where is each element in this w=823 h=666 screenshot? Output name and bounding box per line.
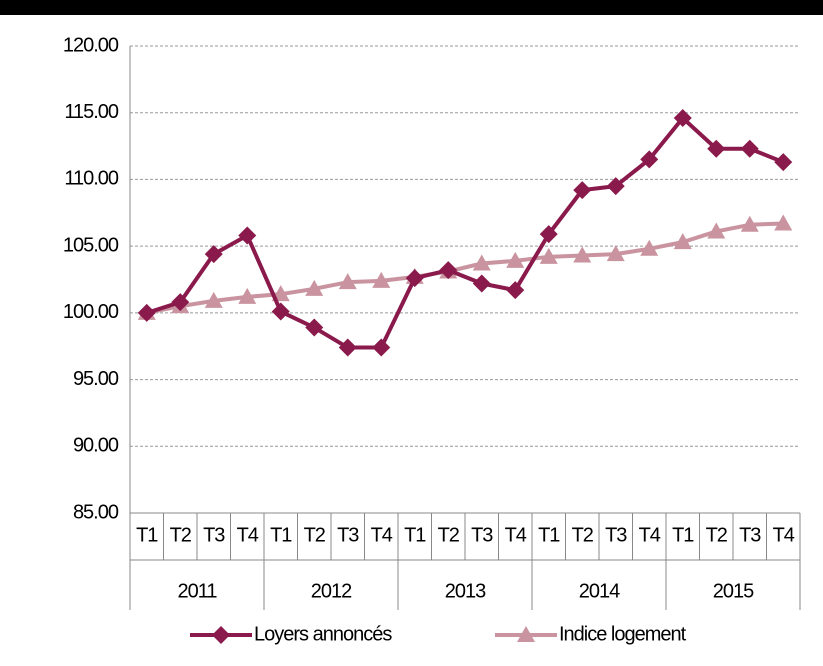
- point: [271, 302, 290, 321]
- legend-label: Loyers annoncés: [254, 623, 392, 645]
- point: [573, 246, 592, 263]
- x-tick-label: T2: [706, 524, 728, 546]
- point: [305, 318, 324, 337]
- point: [305, 279, 324, 296]
- x-tick-label: T2: [572, 524, 594, 546]
- point: [707, 222, 726, 239]
- x-tick-label: T4: [639, 524, 661, 546]
- point: [472, 254, 491, 271]
- point: [740, 139, 759, 158]
- group-label: 2011: [177, 580, 217, 602]
- y-tick-label: 95.00: [73, 368, 119, 390]
- y-tick-label: 110.00: [64, 168, 119, 190]
- x-tick-label: T2: [438, 524, 460, 546]
- series-line: [146, 116, 784, 350]
- x-tick-label: T3: [605, 524, 627, 546]
- x-tick-label: T1: [270, 524, 292, 546]
- legend-label: Indice logement: [559, 623, 687, 645]
- point: [707, 139, 726, 158]
- point: [606, 177, 625, 196]
- y-tick-label: 100.00: [63, 301, 119, 323]
- legend-marker: [517, 626, 535, 642]
- legend-marker: [212, 626, 230, 644]
- point: [439, 261, 458, 280]
- point: [539, 247, 558, 264]
- point: [204, 245, 223, 264]
- y-tick-label: 105.00: [63, 234, 119, 256]
- point: [137, 303, 156, 322]
- point: [372, 338, 391, 357]
- point: [539, 225, 558, 244]
- x-tick-label: T1: [404, 524, 426, 546]
- point: [506, 251, 525, 268]
- x-tick-label: T1: [672, 524, 694, 546]
- point: [171, 293, 190, 312]
- y-tick-label: 115.00: [64, 101, 119, 123]
- y-tick-label: 120.00: [63, 34, 119, 56]
- point: [405, 269, 424, 288]
- point: [204, 291, 223, 308]
- point: [673, 233, 692, 250]
- x-tick-label: T3: [739, 524, 761, 546]
- point: [506, 281, 525, 300]
- point: [573, 181, 592, 200]
- x-tick-label: T1: [538, 524, 560, 546]
- point: [774, 214, 793, 231]
- x-tick-label: T1: [136, 524, 158, 546]
- group-label: 2015: [713, 580, 754, 602]
- point: [774, 153, 793, 172]
- point: [472, 274, 491, 293]
- y-tick-label: 90.00: [73, 435, 119, 457]
- x-tick-label: T4: [505, 524, 527, 546]
- point: [673, 109, 692, 128]
- point: [640, 150, 659, 169]
- group-label: 2013: [445, 580, 486, 602]
- x-tick-label: T4: [773, 524, 795, 546]
- point: [740, 215, 759, 232]
- x-tick-label: T2: [170, 524, 192, 546]
- point: [338, 338, 357, 357]
- point: [640, 239, 659, 256]
- x-tick-label: T3: [337, 524, 359, 546]
- top-bar: [0, 0, 823, 15]
- point: [238, 287, 257, 304]
- x-tick-label: T3: [203, 524, 225, 546]
- point: [338, 273, 357, 290]
- point: [372, 271, 391, 288]
- x-tick-label: T3: [471, 524, 493, 546]
- x-tick-label: T4: [371, 524, 393, 546]
- point: [606, 245, 625, 262]
- group-label: 2014: [579, 580, 620, 602]
- point: [238, 226, 257, 245]
- x-tick-label: T4: [237, 524, 259, 546]
- x-tick-label: T2: [304, 524, 326, 546]
- group-label: 2012: [311, 580, 352, 602]
- y-tick-label: 85.00: [73, 501, 119, 523]
